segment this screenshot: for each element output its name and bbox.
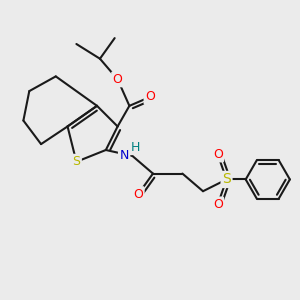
- Text: O: O: [113, 73, 122, 86]
- Text: O: O: [213, 148, 223, 161]
- Text: S: S: [222, 172, 231, 186]
- Text: S: S: [72, 155, 80, 168]
- Text: O: O: [133, 188, 143, 201]
- Text: H: H: [130, 141, 140, 154]
- Text: O: O: [213, 198, 223, 211]
- Text: O: O: [145, 91, 155, 103]
- Text: N: N: [119, 149, 129, 162]
